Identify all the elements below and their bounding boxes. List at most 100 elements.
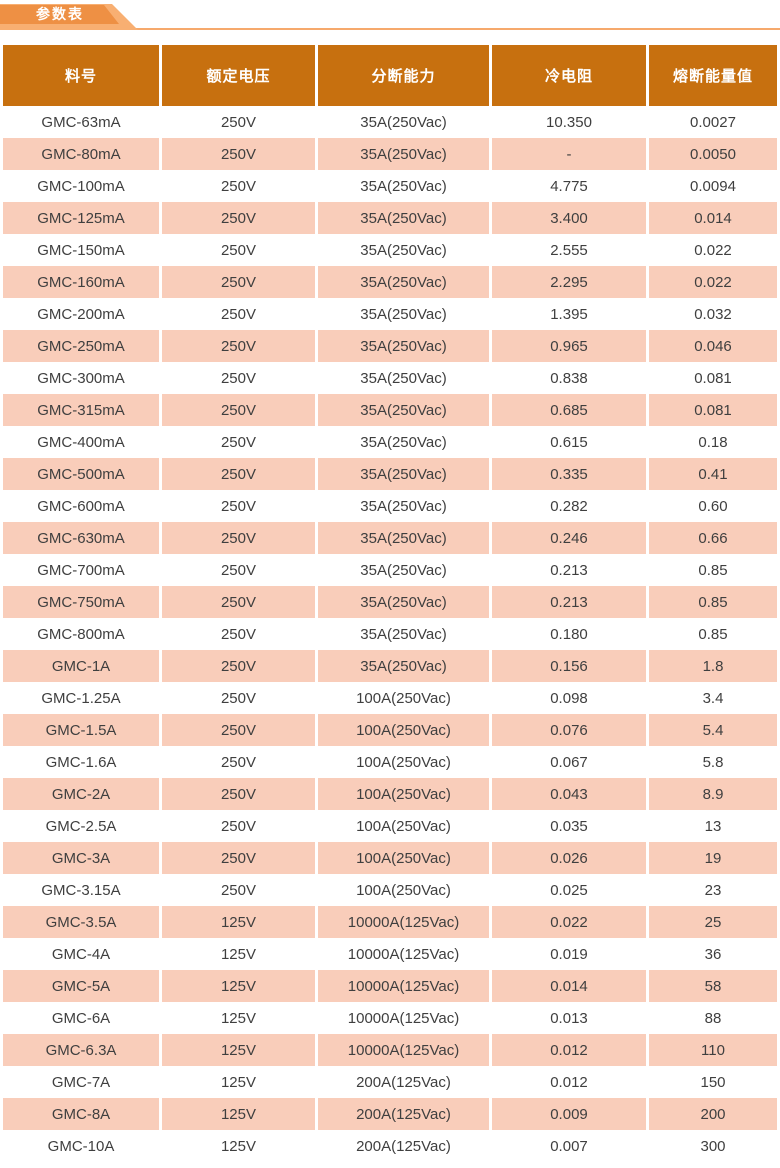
table-cell: 250V: [162, 362, 315, 394]
table-cell: -: [492, 138, 646, 170]
table-cell: 13: [649, 810, 777, 842]
table-cell: 0.019: [492, 938, 646, 970]
table-cell: 250V: [162, 458, 315, 490]
table-cell: 125V: [162, 1098, 315, 1130]
table-header-row: 料号 额定电压 分断能力 冷电阻 熔断能量值: [3, 45, 777, 106]
table-cell: 3.4: [649, 682, 777, 714]
table-cell: 100A(250Vac): [318, 682, 489, 714]
table-cell: 0.012: [492, 1066, 646, 1098]
table-cell: 35A(250Vac): [318, 170, 489, 202]
table-cell: 0.007: [492, 1130, 646, 1162]
table-cell: 0.18: [649, 426, 777, 458]
table-cell: 0.026: [492, 842, 646, 874]
column-header-4: 熔断能量值: [649, 45, 777, 106]
table-cell: 0.067: [492, 746, 646, 778]
table-row: GMC-1.6A 250V 100A(250Vac) 0.067 5.8: [3, 746, 777, 778]
table-cell: 250V: [162, 746, 315, 778]
table-cell: 35A(250Vac): [318, 618, 489, 650]
table-cell: 100A(250Vac): [318, 778, 489, 810]
table-cell: 4.775: [492, 170, 646, 202]
table-cell: 35A(250Vac): [318, 106, 489, 138]
parameters-table: 料号 额定电压 分断能力 冷电阻 熔断能量值 GMC-63mA 250V 35A(250Va…: [0, 45, 780, 1162]
table-cell: GMC-250mA: [3, 330, 159, 362]
table-row: GMC-250mA 250V 35A(250Vac) 0.965 0.046: [3, 330, 777, 362]
table-cell: GMC-3.5A: [3, 906, 159, 938]
table-cell: 35A(250Vac): [318, 458, 489, 490]
table-cell: 10.350: [492, 106, 646, 138]
table-row: GMC-150mA 250V 35A(250Vac) 2.555 0.022: [3, 234, 777, 266]
table-row: GMC-8A 125V 200A(125Vac) 0.009 200: [3, 1098, 777, 1130]
table-cell: 5.8: [649, 746, 777, 778]
table-cell: 250V: [162, 266, 315, 298]
table-cell: 10000A(125Vac): [318, 970, 489, 1002]
table-cell: 250V: [162, 426, 315, 458]
table-cell: 250V: [162, 586, 315, 618]
table-row: GMC-3.5A 125V 10000A(125Vac) 0.022 25: [3, 906, 777, 938]
table-row: GMC-1.25A 250V 100A(250Vac) 0.098 3.4: [3, 682, 777, 714]
table-cell: GMC-10A: [3, 1130, 159, 1162]
table-cell: 250V: [162, 522, 315, 554]
table-cell: 3.400: [492, 202, 646, 234]
section-tab-parameters[interactable]: 参数表: [0, 5, 119, 24]
table-row: GMC-10A 125V 200A(125Vac) 0.007 300: [3, 1130, 777, 1162]
table-cell: 250V: [162, 650, 315, 682]
table-cell: 0.098: [492, 682, 646, 714]
table-cell: 25: [649, 906, 777, 938]
table-row: GMC-700mA 250V 35A(250Vac) 0.213 0.85: [3, 554, 777, 586]
section-divider-line: [0, 28, 780, 30]
table-cell: GMC-1A: [3, 650, 159, 682]
table-cell: GMC-315mA: [3, 394, 159, 426]
table-cell: 10000A(125Vac): [318, 938, 489, 970]
table-cell: 200: [649, 1098, 777, 1130]
table-cell: 0.838: [492, 362, 646, 394]
table-row: GMC-300mA 250V 35A(250Vac) 0.838 0.081: [3, 362, 777, 394]
table-cell: GMC-200mA: [3, 298, 159, 330]
table-cell: 0.022: [492, 906, 646, 938]
table-cell: 250V: [162, 778, 315, 810]
table-cell: 250V: [162, 202, 315, 234]
table-cell: 35A(250Vac): [318, 650, 489, 682]
table-cell: 250V: [162, 874, 315, 906]
table-cell: 10000A(125Vac): [318, 1002, 489, 1034]
table-cell: 19: [649, 842, 777, 874]
table-cell: 2.555: [492, 234, 646, 266]
table-cell: GMC-1.25A: [3, 682, 159, 714]
table-cell: 1.8: [649, 650, 777, 682]
table-cell: 0.85: [649, 618, 777, 650]
table-cell: 0.965: [492, 330, 646, 362]
table-cell: 58: [649, 970, 777, 1002]
table-cell: 150: [649, 1066, 777, 1098]
table-cell: GMC-2A: [3, 778, 159, 810]
table-cell: 0.014: [649, 202, 777, 234]
table-cell: 0.046: [649, 330, 777, 362]
column-header-2: 分断能力: [318, 45, 489, 106]
table-cell: 250V: [162, 170, 315, 202]
table-cell: 1.395: [492, 298, 646, 330]
table-cell: GMC-6A: [3, 1002, 159, 1034]
table-cell: 0.014: [492, 970, 646, 1002]
table-cell: 0.032: [649, 298, 777, 330]
table-cell: 250V: [162, 842, 315, 874]
table-cell: GMC-7A: [3, 1066, 159, 1098]
table-cell: GMC-150mA: [3, 234, 159, 266]
table-cell: 35A(250Vac): [318, 234, 489, 266]
table-cell: GMC-300mA: [3, 362, 159, 394]
table-cell: 0.335: [492, 458, 646, 490]
table-cell: 35A(250Vac): [318, 138, 489, 170]
table-row: GMC-600mA 250V 35A(250Vac) 0.282 0.60: [3, 490, 777, 522]
table-cell: GMC-500mA: [3, 458, 159, 490]
table-cell: GMC-3A: [3, 842, 159, 874]
table-cell: 5.4: [649, 714, 777, 746]
table-cell: 300: [649, 1130, 777, 1162]
table-cell: 250V: [162, 298, 315, 330]
table-cell: 0.60: [649, 490, 777, 522]
table-cell: GMC-1.5A: [3, 714, 159, 746]
table-cell: 35A(250Vac): [318, 202, 489, 234]
table-row: GMC-2A 250V 100A(250Vac) 0.043 8.9: [3, 778, 777, 810]
table-cell: 8.9: [649, 778, 777, 810]
table-cell: GMC-630mA: [3, 522, 159, 554]
table-cell: 250V: [162, 330, 315, 362]
table-cell: GMC-8A: [3, 1098, 159, 1130]
table-cell: 250V: [162, 234, 315, 266]
table-cell: 35A(250Vac): [318, 298, 489, 330]
